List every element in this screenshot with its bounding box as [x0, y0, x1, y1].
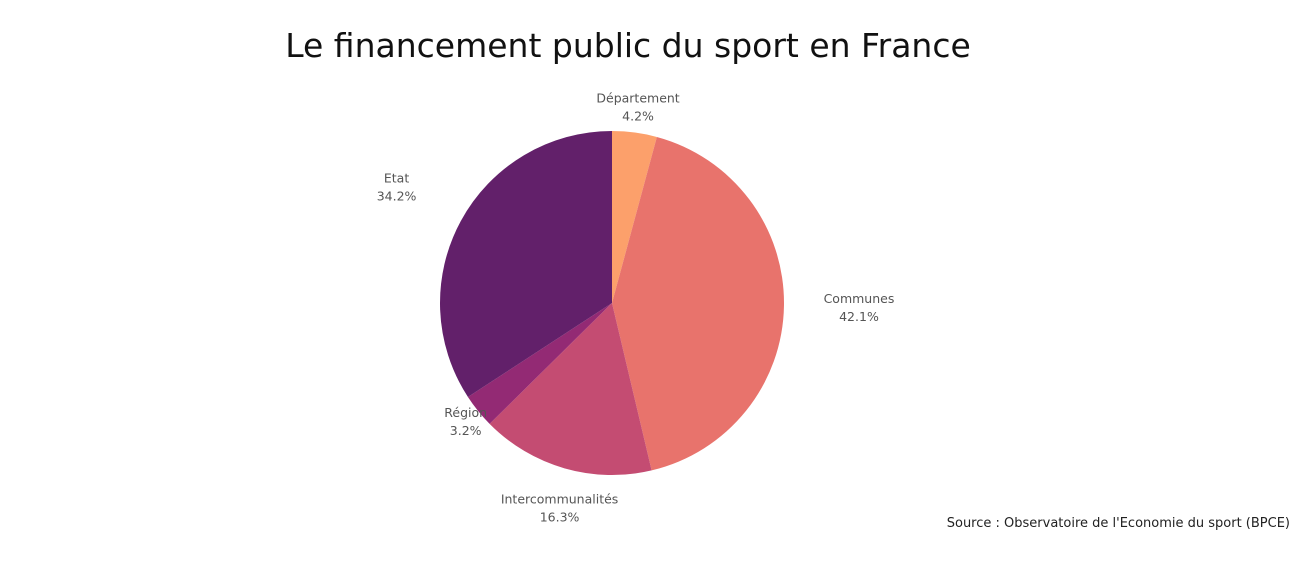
slice-value-region: 3.2% [450, 423, 482, 438]
slice-label-communes: Communes [824, 291, 895, 306]
slice-label-departement: Département [596, 91, 679, 106]
slice-value-etat: 34.2% [377, 188, 417, 203]
pie-slice-departement [612, 131, 657, 303]
slice-label-etat: Etat [384, 170, 409, 185]
pie-slice-etat [440, 131, 612, 397]
pie-slices [440, 131, 784, 475]
pie-slice-region [467, 303, 612, 424]
slice-value-departement: 4.2% [622, 109, 654, 124]
pie-labels: Département 4.2% Communes 42.1% Intercommuna… [377, 91, 895, 525]
pie-slice-communes [612, 136, 784, 471]
slice-label-region: Région [444, 405, 487, 420]
chart-title: Le financement public du sport en France [285, 26, 971, 65]
slice-label-intercommunalites: Intercommunalités [501, 492, 619, 507]
slice-value-communes: 42.1% [839, 309, 879, 324]
pie-slice-intercommunalites [489, 303, 652, 475]
source-note: Source : Observatoire de l'Economie du s… [946, 516, 1290, 531]
slice-value-intercommunalites: 16.3% [540, 510, 580, 525]
